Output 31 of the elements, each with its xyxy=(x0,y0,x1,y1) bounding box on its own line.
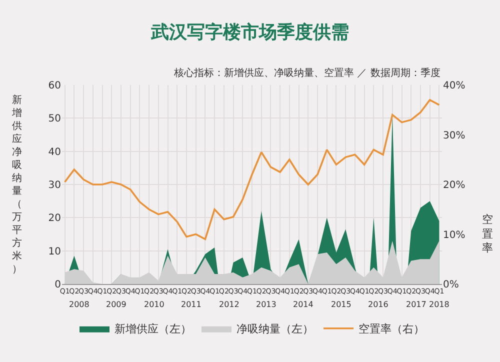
y-tick-label: 50 xyxy=(48,114,61,125)
text: 2018 xyxy=(429,300,450,309)
legend-label: 空置率（右） xyxy=(358,322,424,336)
text: 新增供应净吸纳量（万平方米） xyxy=(12,95,22,275)
text: 2011 xyxy=(181,300,202,309)
legend-label: 净吸纳量（左） xyxy=(236,322,314,336)
text: 2010 xyxy=(144,300,164,309)
text: 2014 xyxy=(293,300,314,309)
text: 2017 xyxy=(406,300,426,309)
legend-label: 新增供应（左） xyxy=(114,322,192,336)
y2-tick-label: 0% xyxy=(443,280,459,290)
y2-tick-label: 30% xyxy=(443,130,466,142)
y-tick-label: 0 xyxy=(54,280,61,290)
chart-title: 武汉写字楼市场季度供需 xyxy=(150,22,349,43)
y2-tick-label: 40% xyxy=(443,80,466,92)
text: 2013 xyxy=(256,300,276,309)
chart-subtitle: 核心指标：新增供应、净吸纳量、空置率 ／ 数据周期：季度 xyxy=(173,67,440,79)
y2-tick-label: 10% xyxy=(443,230,466,241)
text: 2015 xyxy=(331,300,352,309)
text: 2012 xyxy=(219,300,240,309)
y-tick-label: 20 xyxy=(48,213,61,224)
y-tick-label: 30 xyxy=(48,180,61,191)
text: 2009 xyxy=(106,300,126,309)
y2-axis-title: 空置率 xyxy=(482,213,493,255)
y-tick-label: 60 xyxy=(48,80,61,92)
y-tick-label: 40 xyxy=(48,146,61,158)
line-series xyxy=(64,99,440,240)
y-tick-label: 10 xyxy=(48,246,61,258)
y2-tick-label: 20% xyxy=(443,180,466,191)
text: 2008 xyxy=(69,300,90,309)
text: 2016 xyxy=(368,300,388,309)
